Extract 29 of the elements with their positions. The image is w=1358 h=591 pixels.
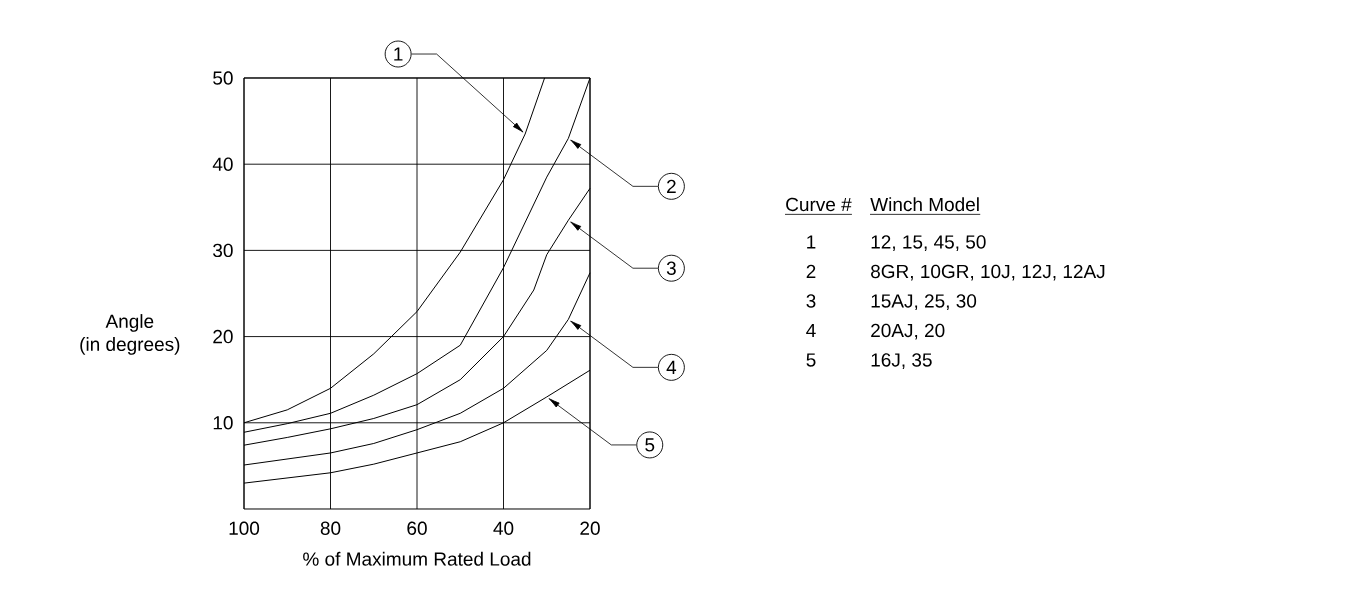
y-tick-label: 20 [213,329,233,344]
y-tick-label: 50 [213,71,233,85]
x-tick-label: 20 [580,521,600,535]
y-tick-label: 30 [213,243,233,258]
legend-label: 5 [645,438,655,452]
x-tick-label: 100 [229,521,260,535]
y-axis-title: Angle (in degrees) [80,314,180,355]
text: 1 [807,235,816,249]
text: Curve # [786,197,852,212]
text: 15AJ, 25, 30 [871,294,977,310]
text: 3 [806,294,816,308]
text: 2 [806,264,816,278]
legend-label: 4 [666,360,677,374]
x-axis-title: % of Maximum Rated Load [303,551,531,566]
x-tick-label: 60 [407,521,427,535]
y-tick-label: 40 [212,157,233,171]
text: 8GR, 10GR, 10J, 12J, 12AJ [871,264,1105,281]
text: 5 [806,353,816,367]
text: 12, 15, 45, 50 [871,235,986,251]
x-tick-label: 40 [493,521,514,535]
legend-label: 2 [667,179,676,193]
text: 20AJ, 20 [871,323,945,340]
y-tick-label: 10 [213,416,233,430]
text: 4 [806,323,816,337]
x-tick-label: 80 [320,521,341,535]
legend-label: 1 [394,47,403,61]
text: 16J, 35 [871,353,932,369]
text: Winch Model [870,197,979,212]
legend-label: 3 [666,261,676,275]
